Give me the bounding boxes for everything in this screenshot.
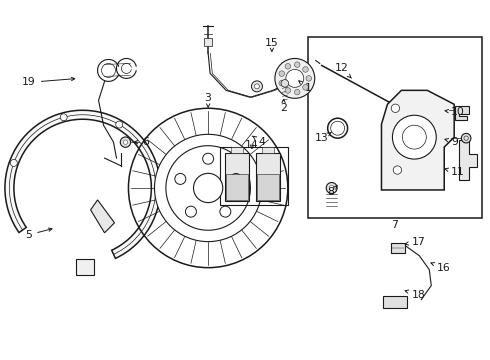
Text: 9: 9 bbox=[445, 137, 458, 147]
Bar bbox=[256, 153, 280, 201]
Polygon shape bbox=[75, 259, 94, 275]
Text: 12: 12 bbox=[335, 63, 351, 78]
Text: 11: 11 bbox=[445, 167, 465, 177]
Polygon shape bbox=[455, 106, 469, 120]
Circle shape bbox=[294, 89, 300, 95]
Polygon shape bbox=[384, 296, 407, 307]
Text: 2: 2 bbox=[280, 99, 287, 113]
Circle shape bbox=[275, 58, 315, 98]
Text: 3: 3 bbox=[205, 93, 212, 107]
Bar bbox=[204, 37, 212, 45]
Text: 17: 17 bbox=[405, 237, 425, 247]
Polygon shape bbox=[91, 200, 115, 233]
Circle shape bbox=[194, 173, 223, 203]
Polygon shape bbox=[382, 90, 454, 190]
Circle shape bbox=[175, 174, 186, 184]
Circle shape bbox=[10, 159, 17, 166]
Circle shape bbox=[230, 174, 242, 184]
Circle shape bbox=[254, 84, 259, 89]
Circle shape bbox=[393, 166, 402, 174]
Circle shape bbox=[279, 80, 285, 86]
Text: 14: 14 bbox=[245, 140, 259, 150]
Text: 18: 18 bbox=[405, 289, 425, 300]
Circle shape bbox=[120, 137, 131, 147]
Bar bbox=[225, 153, 249, 201]
Bar bbox=[226, 174, 248, 200]
Circle shape bbox=[329, 185, 334, 190]
Text: 5: 5 bbox=[25, 228, 52, 240]
Circle shape bbox=[185, 206, 196, 217]
Text: 4: 4 bbox=[253, 136, 265, 147]
Circle shape bbox=[251, 81, 263, 92]
Circle shape bbox=[462, 134, 471, 143]
Text: 19: 19 bbox=[22, 77, 75, 87]
Circle shape bbox=[281, 80, 289, 87]
Circle shape bbox=[303, 85, 308, 90]
Text: 7: 7 bbox=[391, 220, 398, 230]
Circle shape bbox=[154, 134, 262, 242]
Circle shape bbox=[220, 206, 231, 217]
Bar bbox=[231, 147, 243, 153]
Bar bbox=[257, 174, 279, 200]
Circle shape bbox=[303, 67, 308, 72]
Bar bbox=[392, 243, 405, 253]
Circle shape bbox=[391, 104, 400, 112]
Circle shape bbox=[123, 140, 128, 144]
Circle shape bbox=[306, 76, 312, 81]
Text: 16: 16 bbox=[431, 262, 451, 273]
Circle shape bbox=[286, 69, 304, 87]
Circle shape bbox=[294, 62, 300, 67]
Circle shape bbox=[60, 114, 67, 121]
Circle shape bbox=[166, 146, 250, 230]
Text: 6: 6 bbox=[134, 137, 149, 147]
Bar bbox=[308, 37, 482, 218]
Polygon shape bbox=[459, 140, 477, 180]
Circle shape bbox=[326, 183, 337, 193]
Text: 10: 10 bbox=[445, 107, 465, 117]
Circle shape bbox=[285, 88, 291, 93]
Text: 1: 1 bbox=[299, 81, 312, 93]
Circle shape bbox=[392, 115, 436, 159]
Text: 8: 8 bbox=[328, 185, 337, 197]
Text: 13: 13 bbox=[315, 132, 331, 143]
Circle shape bbox=[203, 153, 214, 164]
Text: 15: 15 bbox=[265, 37, 279, 51]
Circle shape bbox=[285, 63, 291, 69]
Bar bbox=[262, 147, 274, 153]
Circle shape bbox=[279, 71, 285, 76]
Circle shape bbox=[116, 121, 122, 128]
Wedge shape bbox=[5, 110, 160, 258]
Bar bbox=[220, 147, 288, 205]
